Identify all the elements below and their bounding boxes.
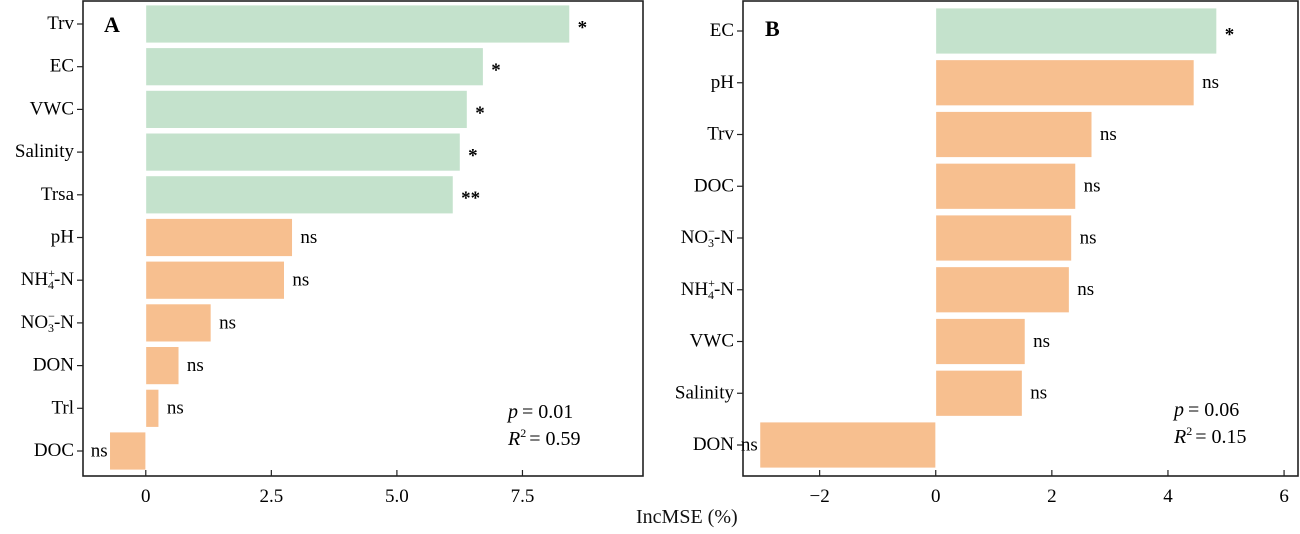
significance-label: ns xyxy=(292,270,309,291)
category-label: EC xyxy=(710,20,734,41)
significance-label: * xyxy=(491,60,501,81)
category-label: VWC xyxy=(690,331,734,352)
category-label: NO− 3-N xyxy=(21,309,75,335)
bar-trl xyxy=(145,388,160,428)
panel-tag: A xyxy=(104,12,120,37)
r-squared-annotation: R2 = 0.59 xyxy=(507,426,581,450)
category-label: Trl xyxy=(51,398,74,419)
plot-frame xyxy=(82,0,644,477)
r-squared-annotation: R2 = 0.15 xyxy=(1173,424,1247,448)
category-label: NH+ 4-N xyxy=(681,276,735,302)
bar-doc xyxy=(935,162,1077,210)
panel-b: EC * pH ns Trv ns DOC ns NO− 3-N ns NH+ 4-N ns VWC ns Sa… xyxy=(675,0,1299,507)
category-label: Salinity xyxy=(675,383,735,404)
p-value-annotation: p = 0.06 xyxy=(1172,399,1239,421)
significance-label: ns xyxy=(219,312,236,333)
bar-no3-n xyxy=(145,303,212,343)
x-tick-label: 5.0 xyxy=(385,486,409,507)
x-tick-label: 0 xyxy=(931,486,941,507)
shared-x-axis-label: IncMSE (%) xyxy=(636,506,738,528)
significance-label: ns xyxy=(91,440,108,461)
bar-salinity xyxy=(145,132,461,172)
bar-salinity xyxy=(935,369,1023,417)
bar-trv xyxy=(145,4,571,44)
bar-vwc xyxy=(935,318,1026,365)
bar-vwc xyxy=(145,90,468,129)
x-tick-label: −2 xyxy=(810,486,830,507)
p-value-annotation: p = 0.01 xyxy=(506,401,573,423)
significance-label: * xyxy=(475,103,485,124)
significance-label: * xyxy=(468,145,478,166)
significance-label: ns xyxy=(1100,124,1117,145)
category-label: DON xyxy=(693,434,734,455)
bar-doc xyxy=(109,431,147,471)
category-label: DON xyxy=(33,355,74,376)
significance-label: ns xyxy=(1030,383,1047,404)
category-label: NO− 3-N xyxy=(681,224,735,250)
significance-label: ns xyxy=(1080,227,1097,248)
category-label: NH+ 4-N xyxy=(21,266,75,292)
significance-label: ns xyxy=(1084,176,1101,197)
x-tick-label: 2 xyxy=(1047,486,1057,507)
significance-label: ns xyxy=(1033,331,1050,352)
significance-label: ns xyxy=(1202,72,1219,93)
significance-label: ns xyxy=(167,398,184,419)
bar-ph xyxy=(935,59,1195,107)
bar-trv xyxy=(935,111,1093,158)
category-label: Trv xyxy=(707,124,734,145)
x-tick-label: 2.5 xyxy=(259,486,283,507)
significance-label: ns xyxy=(741,434,758,455)
significance-label: ns xyxy=(1077,279,1094,300)
category-label: Trsa xyxy=(41,184,75,205)
bar-ec xyxy=(935,7,1218,55)
category-label: pH xyxy=(51,227,75,248)
x-tick-label: 4 xyxy=(1163,486,1173,507)
panel-tag: B xyxy=(765,16,780,41)
category-label: DOC xyxy=(34,440,74,461)
category-label: Trv xyxy=(47,13,74,34)
panel-a: Trv * EC * VWC * Salinity * Trsa ** pH ns NH+ 4-N ns NO… xyxy=(15,0,644,507)
x-tick-label: 6 xyxy=(1279,486,1289,507)
bar-ec xyxy=(145,47,484,87)
bar-no3-n xyxy=(935,214,1072,262)
category-label: VWC xyxy=(30,99,74,120)
significance-label: ** xyxy=(461,188,480,209)
category-label: EC xyxy=(50,56,74,77)
category-label: pH xyxy=(711,72,735,93)
category-label: DOC xyxy=(694,176,734,197)
significance-label: * xyxy=(578,17,588,38)
bar-trsa xyxy=(145,175,454,215)
bar-ph xyxy=(145,218,293,257)
x-tick-label: 0 xyxy=(141,486,151,507)
bar-nh4-n xyxy=(145,260,285,300)
significance-label: ns xyxy=(187,355,204,376)
significance-label: * xyxy=(1225,24,1235,45)
bar-don xyxy=(759,421,937,469)
bar-nh4-n xyxy=(935,266,1070,314)
category-label: Salinity xyxy=(15,141,75,162)
bar-don xyxy=(145,346,180,386)
significance-label: ns xyxy=(300,227,317,248)
x-tick-label: 7.5 xyxy=(511,486,535,507)
